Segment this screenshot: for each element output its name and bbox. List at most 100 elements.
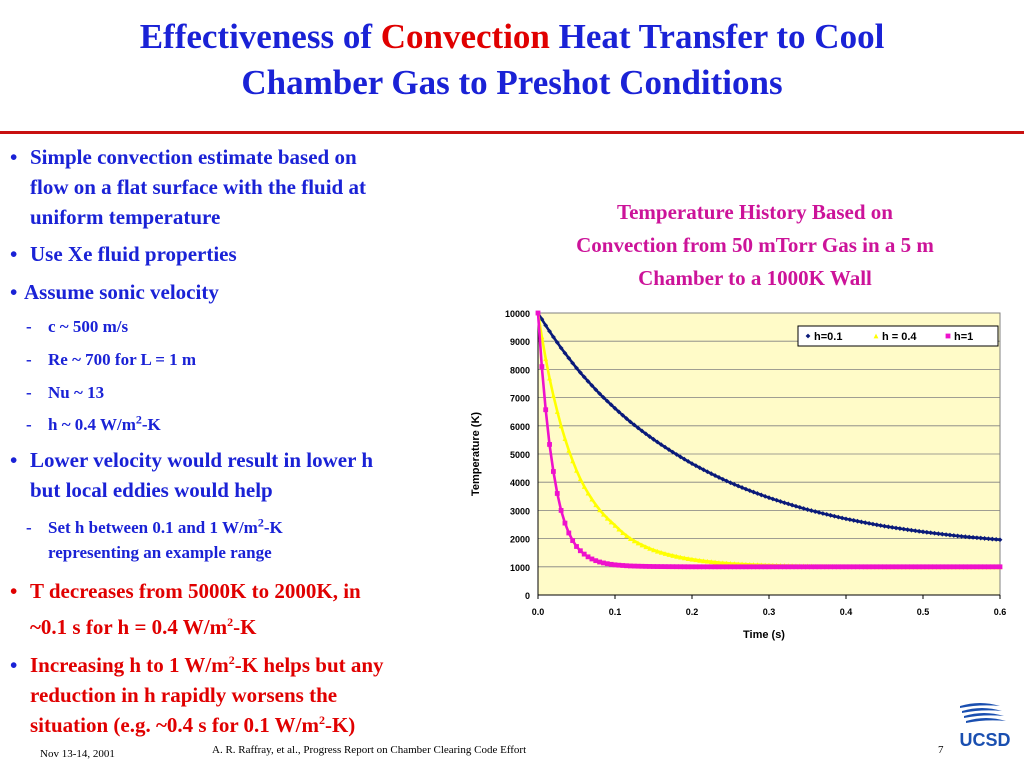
bullet-dot: • — [10, 145, 18, 169]
series-marker — [816, 564, 822, 570]
legend-box — [797, 325, 999, 347]
series-marker — [835, 514, 841, 520]
series-marker — [793, 564, 799, 570]
series-marker — [720, 564, 726, 570]
series-marker — [631, 422, 637, 428]
series-marker — [628, 536, 633, 541]
series-marker — [897, 526, 903, 531]
title-divider — [0, 131, 1024, 134]
series-marker — [635, 425, 641, 431]
series-marker — [959, 564, 964, 570]
series-marker — [724, 478, 730, 484]
series-marker — [635, 540, 641, 546]
series-marker — [678, 554, 683, 560]
series-marker — [666, 564, 672, 570]
series-marker — [674, 452, 679, 457]
series-marker — [720, 476, 726, 482]
series-marker — [820, 511, 826, 516]
series-marker — [945, 333, 951, 339]
series-marker — [739, 564, 745, 570]
y-tick-label: 9000 — [510, 337, 530, 347]
series-marker — [870, 564, 876, 570]
series-marker — [885, 524, 891, 530]
series-marker — [974, 564, 980, 570]
series-marker — [643, 563, 649, 569]
series-marker — [901, 564, 907, 570]
series-marker — [716, 560, 722, 565]
series-marker — [666, 552, 672, 557]
series-marker — [543, 407, 549, 413]
series-marker — [601, 395, 606, 400]
series-marker — [947, 532, 953, 538]
series-marker — [924, 529, 930, 535]
y-axis-label: Temperature (K) — [470, 412, 482, 496]
series-marker — [624, 533, 629, 539]
series-marker — [681, 564, 687, 570]
series-marker — [901, 526, 907, 532]
series-marker — [905, 564, 910, 570]
series-marker — [554, 491, 560, 496]
bullet-temperature-decrease: • T decreases from 5000K to 2000K, in ~0… — [10, 576, 361, 642]
series-marker — [651, 436, 656, 442]
series-marker — [882, 564, 887, 570]
series-marker — [658, 549, 664, 555]
series-marker — [712, 564, 718, 570]
series-marker — [681, 456, 687, 462]
series-marker — [778, 564, 783, 570]
legend-label: h=0.1 — [814, 331, 842, 343]
bullet-dot: • — [10, 280, 18, 304]
logo-waves-icon — [960, 703, 1006, 723]
series-marker — [986, 564, 991, 570]
bullet-dot: • — [10, 579, 18, 603]
series-marker — [708, 559, 714, 565]
series-marker — [966, 534, 972, 540]
series-marker — [862, 564, 868, 570]
series-marker — [608, 519, 614, 525]
series-marker — [966, 564, 972, 570]
series-marker — [993, 537, 999, 542]
series-marker — [912, 528, 918, 534]
series-marker — [912, 564, 918, 570]
series-marker — [982, 564, 987, 570]
series-marker — [693, 564, 699, 570]
series-marker — [878, 523, 884, 528]
series-marker — [585, 490, 591, 496]
series-marker — [762, 564, 768, 570]
y-tick-label: 6000 — [510, 422, 530, 432]
series-marker — [835, 564, 841, 570]
series-marker — [789, 502, 795, 508]
series-marker — [774, 564, 780, 570]
series-marker — [689, 461, 695, 466]
series-marker — [597, 559, 602, 565]
series-marker — [801, 564, 807, 570]
series-marker — [701, 558, 706, 564]
series-marker — [874, 564, 880, 570]
y-tick-label: 5000 — [510, 450, 530, 460]
series-marker — [920, 529, 926, 535]
series-marker — [643, 544, 649, 550]
series-marker — [708, 471, 714, 477]
series-marker — [697, 465, 703, 471]
series-marker — [866, 564, 872, 570]
series-marker — [558, 345, 564, 351]
series-marker — [651, 564, 656, 569]
slide-title-line1: Effectiveness of Convection Heat Transfe… — [139, 17, 885, 56]
chart-title: Temperature History Based on Convection … — [576, 200, 934, 290]
chart-legend: h=0.1 h = 0.4 h=1 — [797, 325, 999, 347]
series-marker — [978, 564, 984, 570]
series-marker — [797, 564, 803, 570]
series-marker — [870, 521, 876, 527]
series-marker — [986, 536, 991, 542]
series-marker — [570, 538, 576, 543]
y-tick-label: 7000 — [510, 394, 530, 404]
series-marker — [639, 563, 645, 569]
series-marker — [662, 444, 668, 450]
series-marker — [712, 559, 718, 565]
series-marker — [708, 564, 714, 570]
series-marker — [805, 333, 811, 339]
bullet-increasing-h: • Increasing h to 1 W/m2-K helps but any… — [10, 650, 384, 740]
series-marker — [685, 458, 691, 464]
series-marker — [689, 564, 695, 570]
series-marker — [851, 564, 857, 570]
series-marker — [924, 564, 930, 570]
